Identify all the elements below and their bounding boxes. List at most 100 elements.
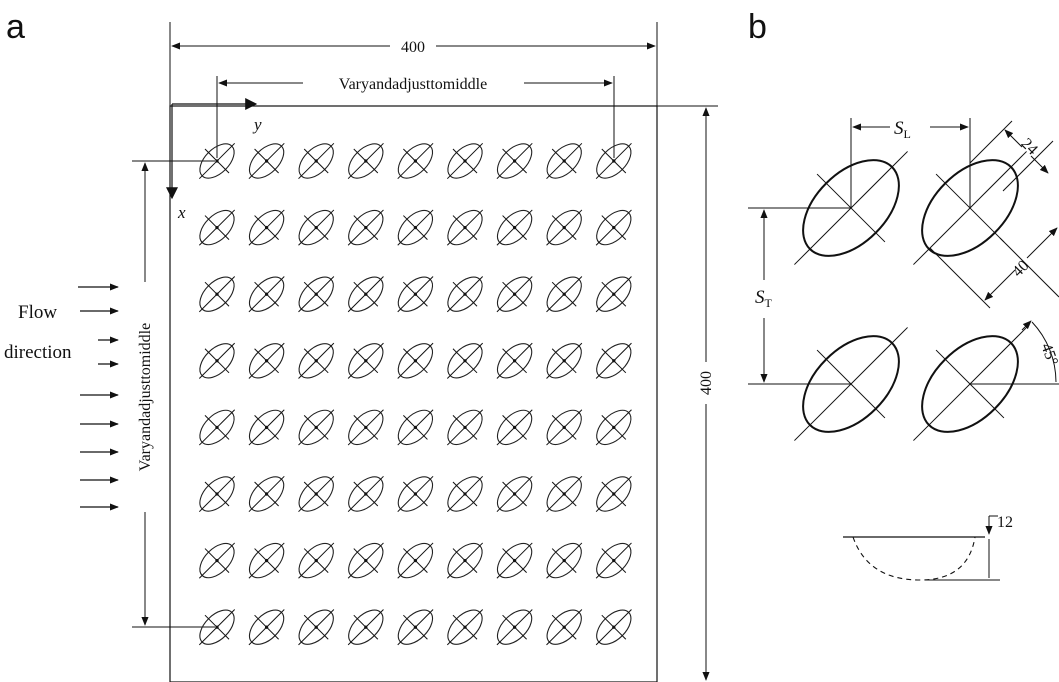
- column-span-label: Varyandadjusttomiddle: [339, 76, 487, 93]
- plate-outline: [169, 105, 658, 682]
- dimple: [496, 609, 533, 646]
- dimple: [595, 209, 632, 246]
- dimple: [248, 542, 285, 579]
- dimple: [446, 142, 484, 180]
- dimple: [595, 142, 632, 180]
- panel-b-label: b: [748, 8, 767, 46]
- dimple: [298, 342, 335, 379]
- axis-y-label: y: [252, 115, 262, 134]
- dimple: [248, 409, 285, 446]
- dimple: [595, 475, 632, 513]
- column-span-dimension: Varyandadjusttomiddle: [216, 76, 615, 158]
- dimple: [397, 342, 434, 379]
- dimple: [446, 409, 484, 446]
- dimple: [546, 609, 583, 646]
- dimple: [397, 542, 434, 579]
- major-axis-dimension: 40: [929, 227, 1059, 309]
- minor-axis-label: 24: [1018, 135, 1041, 158]
- dimple: [446, 542, 484, 579]
- dimple: [397, 142, 434, 180]
- dimple: [347, 342, 384, 379]
- dimple-depth-section: 12: [843, 514, 1013, 581]
- dimple: [397, 609, 434, 646]
- dimple-grid: [198, 142, 632, 646]
- dimple: [298, 609, 335, 646]
- dimple: [347, 609, 384, 646]
- dimple: [248, 276, 285, 313]
- dimple: [397, 409, 434, 446]
- dimple: [198, 342, 236, 379]
- dimple: [496, 542, 533, 579]
- dimple: [248, 609, 285, 646]
- dimple: [546, 542, 583, 579]
- depth-label: 12: [997, 514, 1013, 531]
- plate-width-dimension: 400: [169, 22, 658, 106]
- dimple: [248, 142, 285, 180]
- dimple: [496, 475, 533, 513]
- dimple: [347, 542, 384, 579]
- dimple: [546, 342, 583, 379]
- sl-label: SL: [894, 118, 911, 141]
- dimple: [347, 209, 384, 246]
- flow-label-line-1: Flow: [18, 302, 57, 323]
- dimple: [446, 276, 484, 313]
- dimple: [298, 475, 335, 513]
- flow-arrows: [78, 283, 119, 511]
- dimple: [546, 409, 583, 446]
- minor-axis-dimension: 24: [969, 120, 1054, 192]
- dimple: [595, 542, 632, 579]
- dimple: [198, 142, 236, 180]
- dimple: [298, 542, 335, 579]
- dimple: [347, 409, 384, 446]
- st-label: ST: [755, 287, 773, 310]
- dimple: [496, 409, 533, 446]
- dimple: [595, 342, 632, 379]
- dimple: [595, 276, 632, 313]
- dimple: [198, 209, 236, 246]
- dimple: [446, 209, 484, 246]
- angle-annotation: 45°: [970, 320, 1059, 385]
- dimple: [397, 209, 434, 246]
- dimple: [546, 209, 583, 246]
- dimple: [298, 209, 335, 246]
- coordinate-axes: y x: [166, 98, 262, 222]
- longitudinal-pitch-dimension: SL: [850, 118, 971, 208]
- plate-height-dimension: 400: [657, 105, 718, 681]
- dimple: [298, 142, 335, 180]
- dimple: [198, 276, 236, 313]
- dimple: [446, 475, 484, 513]
- dimple: [397, 475, 434, 513]
- dimple: [198, 609, 236, 646]
- dimple: [446, 342, 484, 379]
- dimple: [347, 276, 384, 313]
- dimple: [248, 475, 285, 513]
- plate-width-label: 400: [401, 39, 425, 56]
- dimple: [298, 409, 335, 446]
- transverse-pitch-dimension: ST: [748, 207, 851, 385]
- dimple: [298, 276, 335, 313]
- dimple: [347, 475, 384, 513]
- row-span-dimension: Varyandadjusttomiddle: [132, 160, 215, 628]
- row-span-label: Varyandadjusttomiddle: [137, 323, 154, 471]
- major-axis-label: 40: [1009, 257, 1032, 280]
- dimple: [496, 142, 533, 180]
- dimple: [546, 475, 583, 513]
- panel-a-label: a: [6, 8, 25, 46]
- angle-label: 45°: [1037, 341, 1059, 368]
- dimple: [496, 342, 533, 379]
- dimple: [546, 276, 583, 313]
- dimple: [248, 209, 285, 246]
- dimple: [347, 142, 384, 180]
- dimple: [198, 542, 236, 579]
- dimple: [595, 409, 632, 446]
- dimple: [446, 609, 484, 646]
- plate-height-label: 400: [698, 371, 715, 395]
- flow-label-line-2: direction: [4, 342, 72, 363]
- dimple: [198, 475, 236, 513]
- dimple: [496, 276, 533, 313]
- dimple: [595, 609, 632, 646]
- dimple: [496, 209, 533, 246]
- dimple: [248, 342, 285, 379]
- dimple: [546, 142, 583, 180]
